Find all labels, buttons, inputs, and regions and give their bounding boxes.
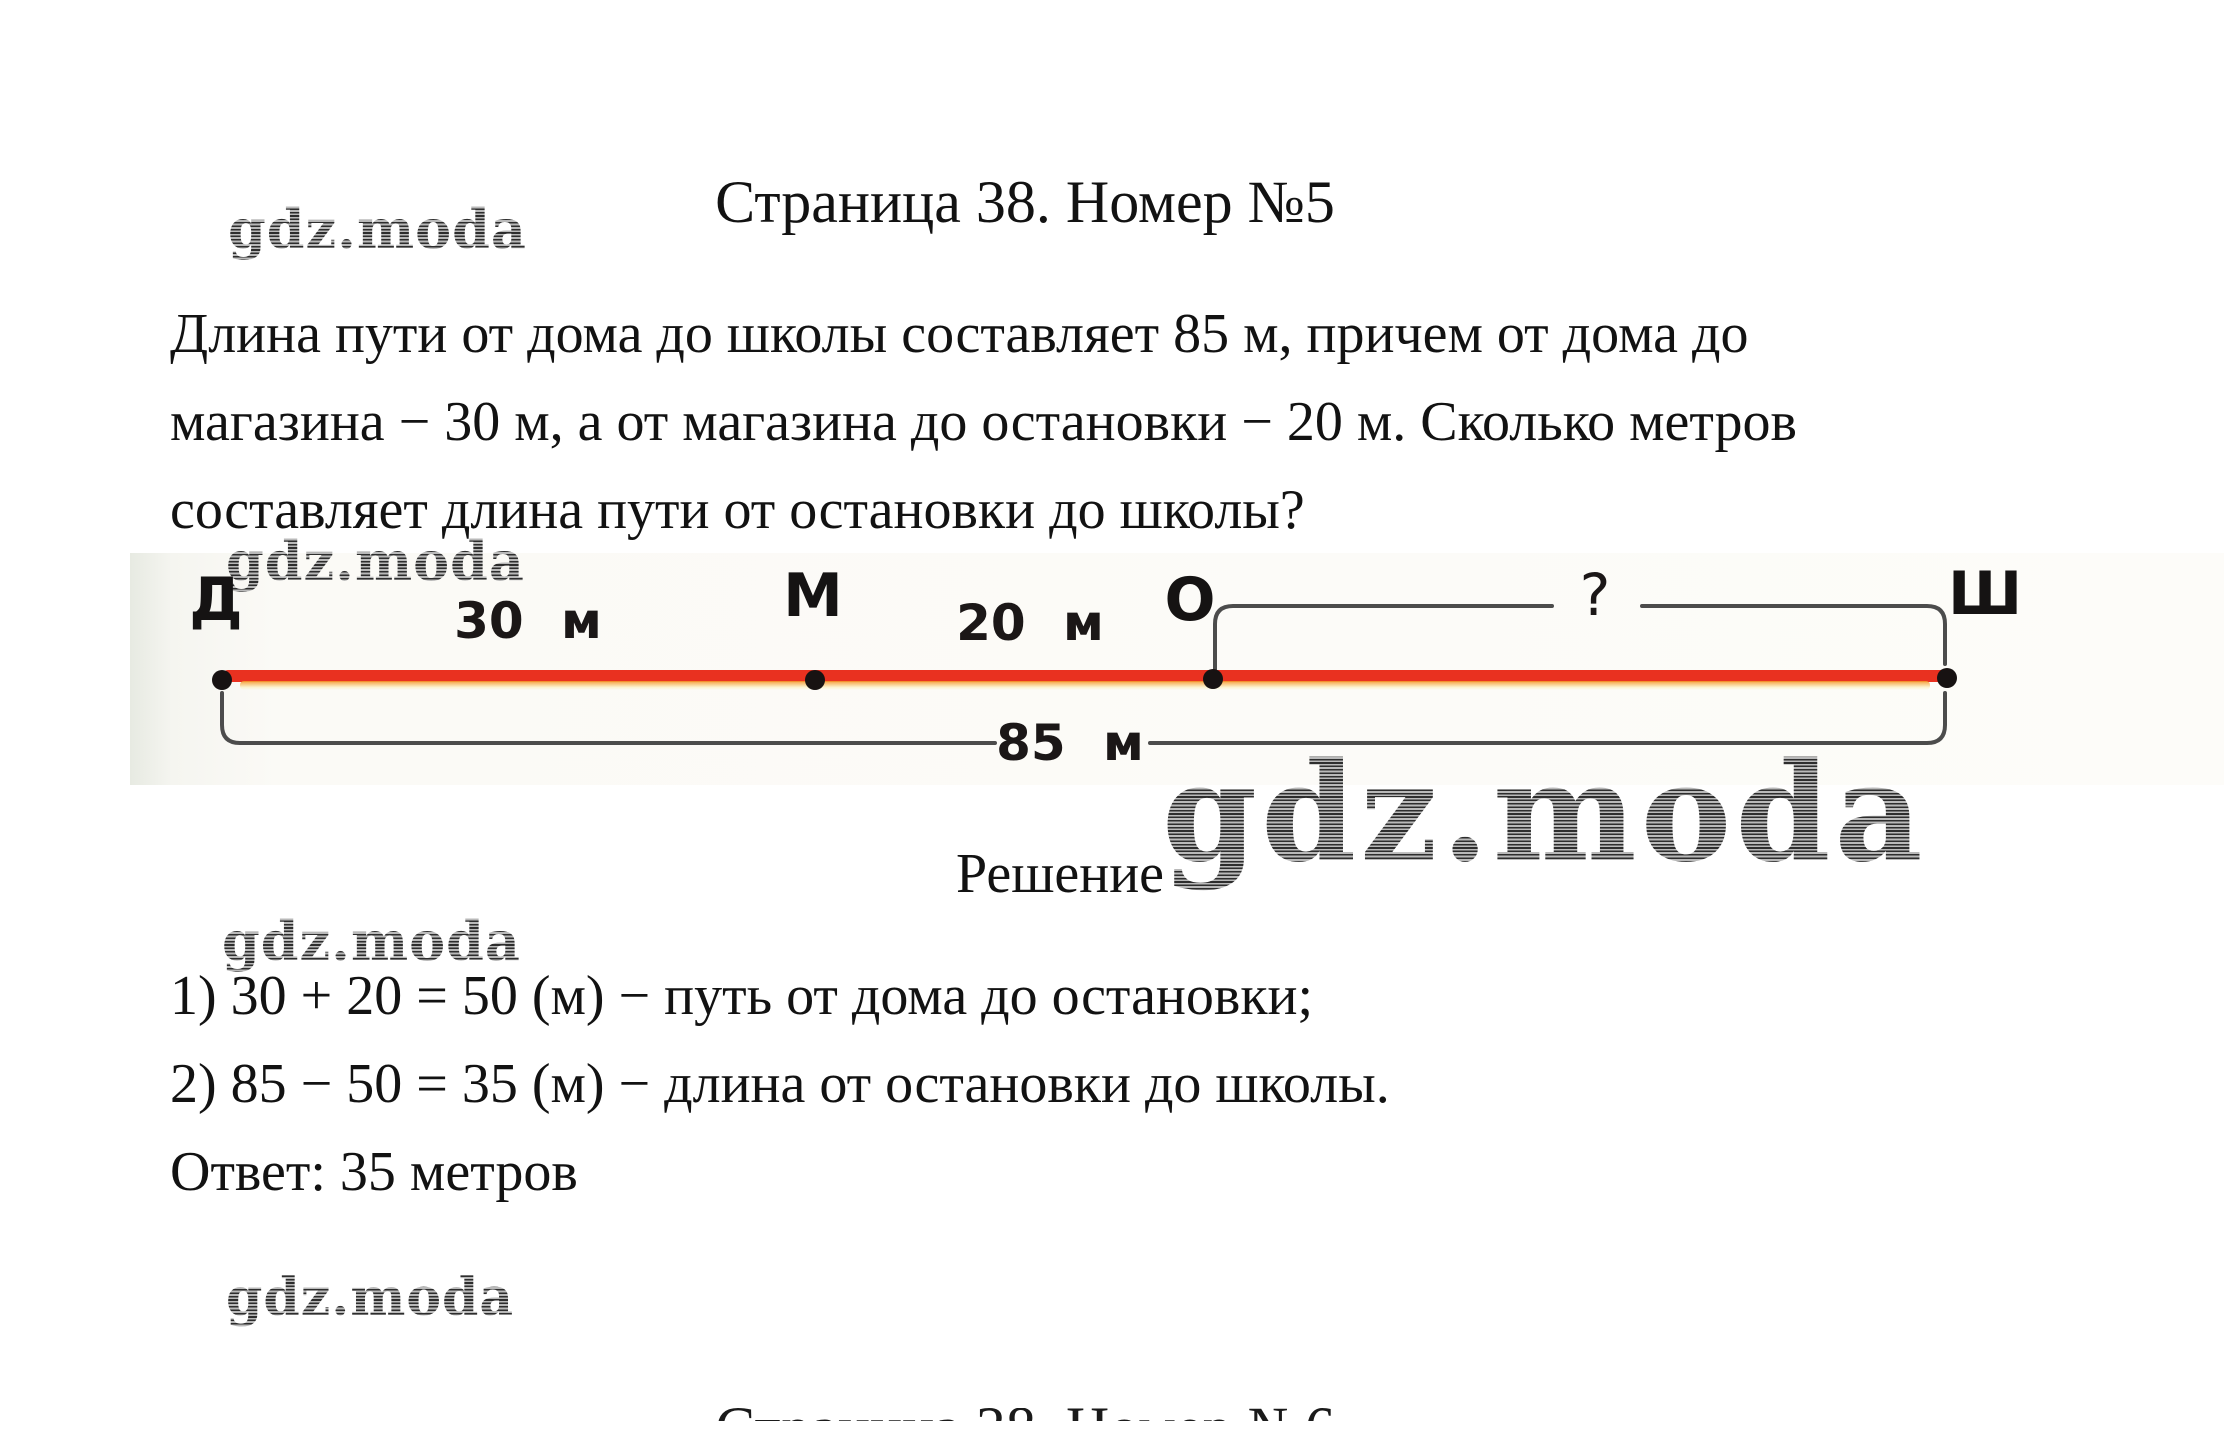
route-line-fringe: [240, 681, 1930, 690]
next-page-title-clipped: Страница 38. Номер №6: [170, 1408, 1880, 1421]
problem-line: составляет длина пути от остановки до шк…: [170, 479, 1305, 541]
watermark-above-diagram: gdz.moda: [226, 529, 525, 593]
point-label-home: Д: [189, 565, 243, 635]
watermark-large: gdz.moda: [1162, 733, 1927, 893]
question-mark-label: ?: [1579, 561, 1611, 629]
total-length-label: 85 м: [996, 714, 1144, 772]
point-dot-home: [212, 670, 232, 690]
segment-label-30m: 30 м: [454, 592, 602, 650]
next-page-title: Страница 38. Номер №6: [170, 1408, 1880, 1421]
point-dot-school: [1937, 668, 1957, 688]
point-dot-shop: [805, 670, 825, 690]
point-label-shop: М: [783, 561, 843, 631]
segment-label-20m: 20 м: [956, 594, 1104, 652]
point-dot-stop: [1203, 669, 1223, 689]
point-label-school: Ш: [1948, 559, 2023, 629]
solution-step: 1) 30 + 20 = 50 (м) − путь от дома до ос…: [170, 965, 1314, 1027]
route-diagram-background: [130, 553, 2224, 785]
watermark-above-solution: gdz.moda: [222, 909, 521, 973]
point-label-stop: О: [1164, 565, 1216, 635]
route-line: [222, 670, 1947, 682]
problem-line: Длина пути от дома до школы составляет 8…: [170, 303, 1749, 365]
problem-line: магазина − 30 м, а от магазина до остано…: [170, 391, 1797, 453]
solution-text: 1) 30 + 20 = 50 (м) − путь от дома до ос…: [170, 952, 2070, 1216]
watermark-bottom: gdz.moda: [226, 1267, 515, 1328]
solution-heading: Решение: [955, 843, 1165, 905]
solution-step: 2) 85 − 50 = 35 (м) − длина от остановки…: [170, 1053, 1390, 1115]
watermark-top-left: gdz.moda: [228, 197, 527, 261]
page-title: Страница 38. Номер №5: [715, 169, 1335, 235]
answer-line: Ответ: 35 метров: [170, 1141, 578, 1203]
problem-text: Длина пути от дома до школы составляет 8…: [170, 290, 1950, 554]
